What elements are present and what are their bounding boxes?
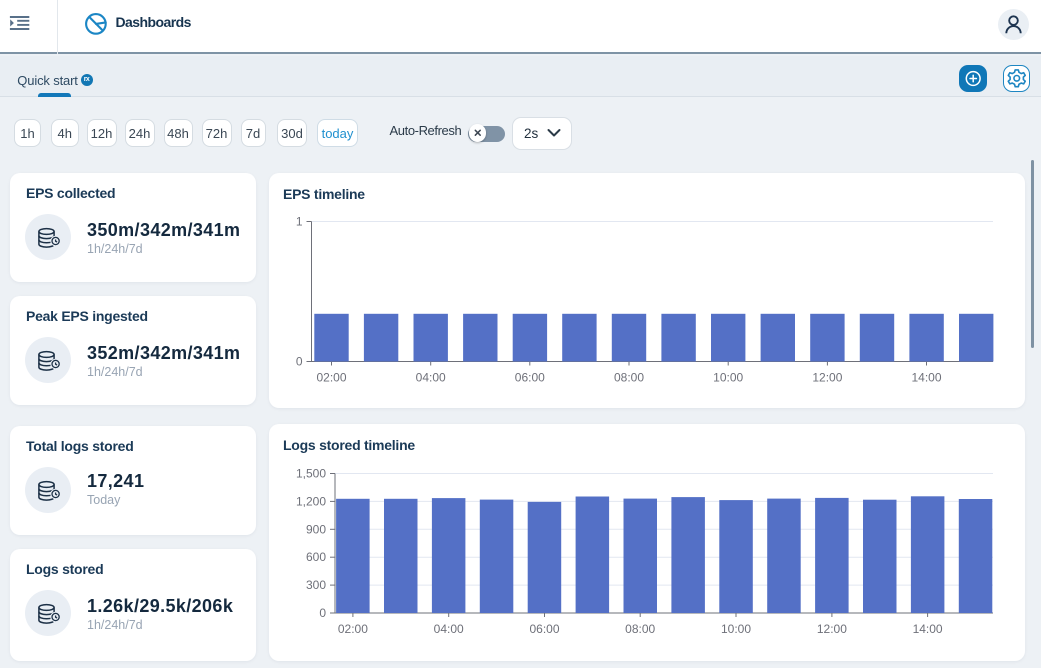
svg-text:10:00: 10:00 — [713, 371, 743, 385]
svg-text:04:00: 04:00 — [434, 622, 464, 636]
svg-text:0: 0 — [296, 355, 303, 369]
svg-text:06:00: 06:00 — [515, 371, 545, 385]
svg-text:600: 600 — [306, 550, 326, 564]
svg-text:900: 900 — [306, 522, 326, 536]
svg-text:08:00: 08:00 — [614, 371, 644, 385]
svg-text:1: 1 — [296, 215, 303, 229]
svg-text:0: 0 — [319, 606, 326, 620]
svg-text:12:00: 12:00 — [812, 371, 842, 385]
svg-text:1,500: 1,500 — [296, 467, 326, 481]
svg-text:04:00: 04:00 — [416, 371, 446, 385]
svg-text:02:00: 02:00 — [316, 371, 346, 385]
svg-text:1,200: 1,200 — [296, 494, 326, 508]
svg-text:14:00: 14:00 — [913, 622, 943, 636]
svg-text:02:00: 02:00 — [338, 622, 368, 636]
svg-text:12:00: 12:00 — [817, 622, 847, 636]
svg-text:14:00: 14:00 — [911, 371, 941, 385]
svg-text:08:00: 08:00 — [625, 622, 655, 636]
svg-text:06:00: 06:00 — [529, 622, 559, 636]
svg-text:10:00: 10:00 — [721, 622, 751, 636]
svg-text:300: 300 — [306, 578, 326, 592]
